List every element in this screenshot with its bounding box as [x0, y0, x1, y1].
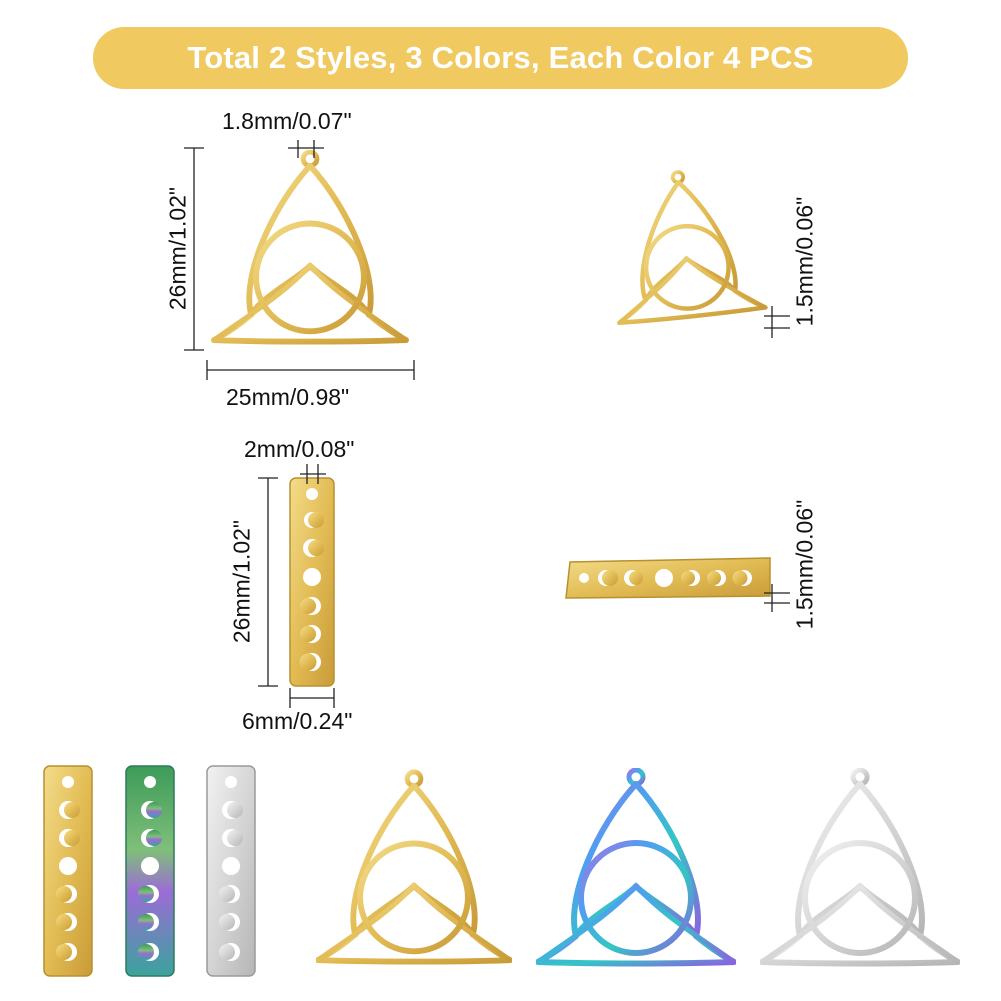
- label-bar-hole: 2mm/0.08": [244, 436, 355, 462]
- moon-shadow: [64, 830, 80, 846]
- label-bar-height: 26mm/1.02": [228, 519, 255, 644]
- moon-shadow: [227, 830, 243, 846]
- moon-cutout: [59, 857, 77, 875]
- moon-bar-gold-front: [289, 477, 335, 687]
- triquetra-silver: [762, 770, 958, 964]
- moon-bar-cutouts: [56, 776, 243, 961]
- triquetra-gold-side: [604, 164, 765, 324]
- moon-shadow: [219, 914, 235, 930]
- moon-shadow: [64, 802, 80, 818]
- moon-cutout: [62, 776, 74, 788]
- moon-shadow: [146, 802, 162, 818]
- label-triangle-thickness: 1.5mm/0.06": [791, 196, 818, 327]
- moon-cutout: [225, 776, 237, 788]
- moon-shadow: [138, 886, 154, 902]
- moon-shadow: [146, 830, 162, 846]
- label-triangle-height: 26mm/1.02": [164, 186, 191, 311]
- moon-cutout: [144, 776, 156, 788]
- label-triangle-hole: 1.8mm/0.07": [222, 108, 352, 134]
- label-triangle-width: 25mm/0.98": [226, 384, 350, 410]
- moon-shadow: [56, 886, 72, 902]
- moon-shadow: [56, 914, 72, 930]
- moon-bar-gold-side: [565, 557, 771, 599]
- moon-shadow: [138, 944, 154, 960]
- triquetra-rainbow: [538, 770, 734, 964]
- moon-cutout: [222, 857, 240, 875]
- header-banner: Total 2 Styles, 3 Colors, Each Color 4 P…: [93, 27, 908, 89]
- moon-shadow: [219, 944, 235, 960]
- moon-shadow: [219, 886, 235, 902]
- label-bar-width: 6mm/0.24": [242, 708, 353, 734]
- moon-cutout: [141, 857, 159, 875]
- moon-shadow: [227, 802, 243, 818]
- moon-shadow: [56, 944, 72, 960]
- label-bar-thickness: 1.5mm/0.06": [791, 499, 818, 630]
- moon-shadow: [138, 914, 154, 930]
- triquetra-gold: [318, 772, 510, 962]
- triquetra-gold-front: [214, 152, 406, 342]
